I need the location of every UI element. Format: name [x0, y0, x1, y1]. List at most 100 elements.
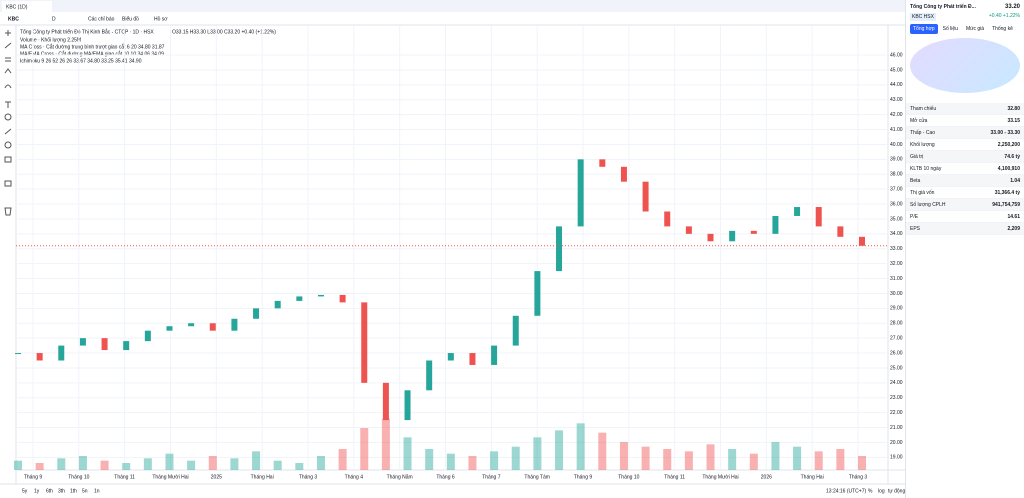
range-button[interactable]: 3th [58, 488, 65, 494]
tool-lock[interactable] [4, 180, 12, 187]
row-label: Khối lượng [910, 141, 935, 148]
tool-cross[interactable] [5, 30, 11, 36]
range-button[interactable]: 5y [22, 488, 28, 494]
candle [382, 382, 389, 421]
range-button[interactable]: 1n [94, 488, 100, 494]
candle [361, 302, 368, 383]
toolbar-button[interactable]: Các chỉ báo [88, 15, 115, 22]
panel-row: Thị giá vốn 31,366.4 tỷ [906, 187, 1024, 199]
row-value: 941,754,759 [992, 201, 1020, 208]
toolbar-button[interactable]: Biểu đồ [122, 15, 139, 22]
volume-bar [57, 458, 66, 470]
volume-bar [641, 446, 650, 470]
tool-line[interactable] [4, 42, 12, 49]
row-label: Beta [910, 177, 921, 184]
y-tick-label: 29.00 [890, 306, 903, 312]
range-button[interactable]: 1th [70, 488, 77, 494]
volume-bar [338, 449, 347, 470]
y-tick-label: 28.00 [890, 321, 903, 327]
volume-bar [14, 460, 22, 470]
candle [469, 353, 476, 365]
volume-bar [381, 418, 390, 470]
panel-row: P/E 14.61 [906, 211, 1024, 223]
range-button[interactable]: 6th [46, 488, 53, 494]
row-label: KLTB 10 ngày [910, 165, 942, 172]
symbol[interactable]: KBC [8, 16, 19, 22]
row-label: Thấp - Cao [910, 129, 936, 136]
panel-change: +0.40 +1.22% [988, 13, 1020, 19]
panel-header: Tổng Công ty Phát triển Đ... 33.20 [906, 0, 1024, 10]
volume-bar [858, 456, 866, 470]
candle [36, 353, 43, 361]
candle [166, 326, 173, 331]
x-tick-label: Tháng 10 [618, 474, 639, 480]
panel-tab[interactable]: Thống kê [992, 26, 1013, 32]
volume-bar [576, 423, 585, 470]
row-value: 2,250,200 [997, 141, 1020, 148]
x-tick-label: Tháng Mười Hai [702, 474, 738, 480]
x-tick-label: 2025 [211, 474, 222, 480]
tool-zoom[interactable] [4, 141, 12, 149]
panel-tab[interactable]: Tổng hợp [910, 24, 938, 34]
tool-magnet[interactable] [4, 156, 12, 163]
range-button[interactable]: 5n [82, 488, 88, 494]
range-button[interactable]: 1y [34, 488, 40, 494]
toolbar-button[interactable]: Hồ sơ [154, 16, 168, 22]
volume-bar [208, 456, 217, 470]
candle [534, 271, 541, 316]
y-tick-label: 27.00 [890, 335, 903, 341]
tool-text[interactable] [5, 101, 11, 108]
tool-brush[interactable] [4, 84, 12, 89]
y-tick-label: 36.00 [890, 201, 903, 207]
volume-bar [187, 460, 196, 470]
axis-option[interactable]: % [868, 488, 873, 494]
tool-fib[interactable] [5, 57, 11, 62]
volume-bar [35, 463, 44, 470]
volume-bar [836, 449, 845, 470]
row-value: 33.00 - 33.30 [990, 129, 1020, 136]
candle [707, 233, 714, 242]
x-tick-label: Tháng Năm [387, 474, 413, 480]
tab-bar [0, 0, 905, 12]
tab-title[interactable]: KBC (1D) [6, 4, 28, 10]
y-tick-label: 22.00 [890, 410, 903, 416]
volume-bar [511, 446, 520, 470]
tool-pattern[interactable] [4, 68, 12, 74]
legend-item: MA Cross · Cắt đường trung bình trượt gi… [20, 43, 165, 50]
volume-bar [425, 449, 434, 470]
candle [577, 159, 584, 227]
tab[interactable] [2, 1, 52, 12]
axis-option[interactable]: log [878, 488, 885, 494]
tool-delete[interactable] [4, 207, 12, 216]
candle [317, 294, 324, 297]
clock: 13:24:16 (UTC+7) [826, 488, 866, 494]
candle [144, 330, 151, 342]
grid [16, 26, 888, 470]
legend-item: Ichimoku 9 26 52 26 26 33.67 34.80 33.25… [20, 58, 142, 64]
candle [685, 226, 692, 234]
panel-row: Khối lượng 2,250,200 [906, 139, 1024, 151]
volume-bar [295, 463, 304, 470]
x-tick-label: Tháng 9 [574, 474, 593, 480]
tool-icon[interactable] [4, 113, 12, 121]
candle [837, 226, 844, 237]
candle [58, 345, 65, 361]
row-value: 74.6 tỷ [1004, 153, 1020, 160]
candle [491, 345, 498, 365]
tool-measure[interactable] [4, 128, 12, 135]
y-tick-label: 46.00 [890, 52, 903, 58]
x-tick-label: Tháng 11 [664, 474, 685, 480]
x-tick-label: Tháng 4 [345, 474, 364, 480]
candle [642, 181, 649, 212]
volume-bar [814, 451, 823, 470]
panel-row: Mở cửa 33.15 [906, 115, 1024, 127]
panel-tab[interactable]: Mức giá [965, 26, 985, 32]
interval[interactable]: D [52, 16, 56, 22]
candle [123, 341, 130, 351]
axis-option[interactable]: tự động [888, 488, 905, 494]
panel-tab[interactable]: Số liệu [942, 26, 958, 32]
row-label: P/E [910, 213, 919, 220]
panel-row: Thấp - Cao 33.00 - 33.30 [906, 127, 1024, 139]
y-tick-label: 20.00 [890, 440, 903, 446]
candle [188, 323, 195, 327]
